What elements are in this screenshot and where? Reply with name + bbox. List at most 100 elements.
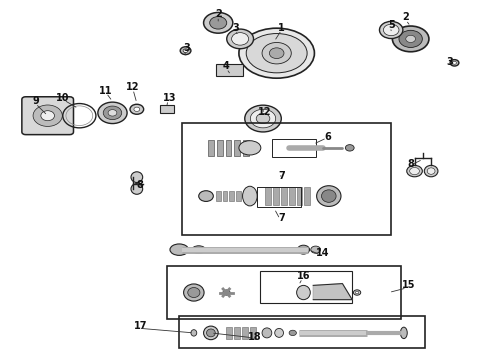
Circle shape [134,107,140,111]
Ellipse shape [188,288,200,297]
Ellipse shape [227,29,253,49]
Text: 3: 3 [232,23,239,33]
Bar [242,327,248,339]
Ellipse shape [192,246,205,253]
Bar [257,187,301,207]
Text: 16: 16 [297,271,310,282]
Circle shape [355,291,359,294]
Ellipse shape [296,285,310,300]
FancyBboxPatch shape [22,97,74,135]
Bar [304,187,310,205]
Bar [160,105,174,113]
Circle shape [399,30,422,48]
Text: 12: 12 [258,107,271,117]
Circle shape [453,62,457,64]
Circle shape [270,48,284,59]
Ellipse shape [275,328,284,337]
Text: 6: 6 [324,132,331,142]
Circle shape [130,104,144,114]
Ellipse shape [203,13,233,33]
Ellipse shape [321,190,336,202]
Bar [208,140,214,156]
Bar [167,266,401,319]
Bar [272,139,316,157]
Ellipse shape [410,167,419,175]
Text: 7: 7 [278,171,285,181]
Text: 10: 10 [55,93,69,103]
Text: 1: 1 [278,23,285,33]
Circle shape [406,35,416,42]
Text: 14: 14 [316,248,330,258]
Ellipse shape [239,141,261,155]
Circle shape [256,113,270,123]
Bar [266,187,271,205]
Bar [229,191,234,201]
Ellipse shape [379,21,403,39]
Bar [226,327,232,339]
Ellipse shape [407,165,422,177]
Text: 17: 17 [133,321,147,332]
Ellipse shape [184,284,204,301]
Text: 8: 8 [137,180,144,190]
Ellipse shape [239,28,315,78]
Circle shape [183,49,188,53]
Text: 9: 9 [32,96,39,107]
Text: 15: 15 [401,280,415,291]
Polygon shape [313,284,352,300]
Circle shape [311,246,320,253]
Text: 3: 3 [446,57,453,67]
Bar [250,327,256,339]
Text: 11: 11 [99,86,113,96]
Ellipse shape [203,326,218,340]
Ellipse shape [427,168,435,174]
Ellipse shape [232,33,248,45]
Circle shape [353,290,361,295]
Ellipse shape [262,328,272,338]
Bar [260,271,352,303]
Bar [216,191,220,201]
Ellipse shape [206,329,215,337]
Text: 2: 2 [215,9,221,19]
Circle shape [33,105,62,126]
Ellipse shape [392,26,429,52]
Text: 8: 8 [407,159,414,169]
Ellipse shape [383,24,399,36]
Circle shape [210,17,227,29]
Circle shape [262,42,291,64]
Ellipse shape [131,184,143,194]
Bar [217,140,222,156]
Ellipse shape [98,102,127,123]
Ellipse shape [424,165,438,177]
Ellipse shape [131,172,143,183]
Circle shape [450,60,459,66]
Ellipse shape [245,105,281,132]
Bar [179,316,425,348]
Circle shape [103,106,122,120]
Bar [296,187,302,205]
Text: 7: 7 [278,212,285,222]
Bar [225,140,231,156]
Bar [289,187,294,205]
Ellipse shape [400,327,407,339]
Ellipse shape [170,244,189,255]
Ellipse shape [250,109,276,128]
Circle shape [180,47,191,55]
Bar [236,191,241,201]
Circle shape [223,290,230,295]
Bar [234,327,240,339]
Bar [222,191,227,201]
Text: 2: 2 [402,13,409,22]
Bar [182,123,391,235]
Text: 4: 4 [222,61,229,71]
Ellipse shape [246,33,307,73]
Ellipse shape [243,186,257,206]
Circle shape [345,145,354,151]
Ellipse shape [317,186,341,206]
Ellipse shape [191,330,197,336]
Circle shape [297,245,310,254]
Bar [281,187,287,205]
Text: 3: 3 [183,43,190,53]
Bar [234,140,240,156]
Text: 12: 12 [126,82,140,92]
Bar [216,64,243,76]
